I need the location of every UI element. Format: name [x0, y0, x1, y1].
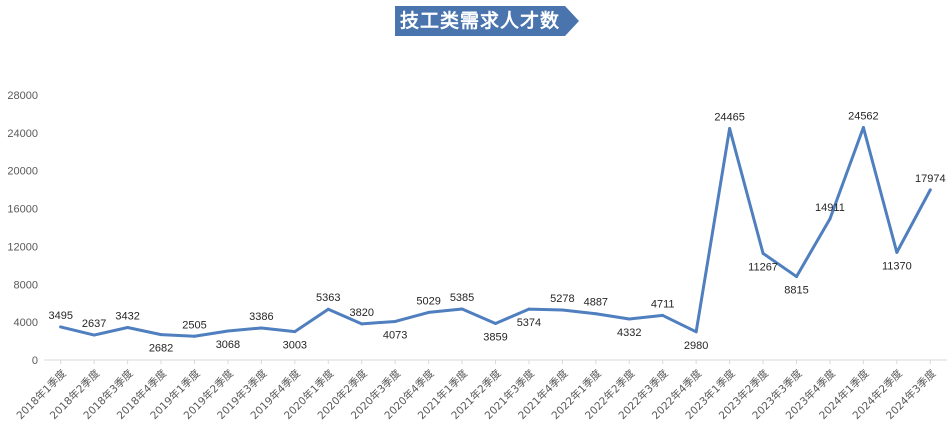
data-point	[360, 322, 364, 326]
data-label: 3003	[283, 340, 307, 352]
data-point	[92, 333, 96, 337]
data-label: 4887	[584, 297, 608, 309]
data-point	[193, 334, 196, 338]
data-point	[795, 275, 798, 279]
axis-layer: 04000800012000160002000024000280002018年1…	[7, 90, 947, 422]
data-label: 3495	[48, 310, 72, 322]
data-label: 5385	[450, 292, 474, 304]
data-label: 3820	[349, 307, 373, 319]
data-label: 3068	[216, 339, 240, 351]
data-label: 4332	[617, 327, 641, 339]
data-label: 14911	[815, 202, 845, 214]
data-point	[226, 329, 230, 333]
data-point	[393, 319, 397, 323]
data-point	[928, 188, 932, 192]
y-tick-label: 0	[32, 355, 38, 367]
data-point	[861, 126, 865, 130]
data-label: 5363	[316, 292, 340, 304]
data-label: 5029	[416, 295, 440, 307]
data-point	[694, 330, 698, 334]
data-label: 5374	[517, 317, 541, 329]
data-label: 2505	[182, 319, 206, 331]
data-label: 17974	[915, 173, 946, 185]
data-point	[761, 251, 765, 255]
data-point	[326, 307, 330, 311]
data-point	[59, 325, 63, 329]
title-badge	[395, 6, 579, 36]
data-point	[293, 330, 297, 334]
data-label: 8815	[784, 285, 808, 297]
data-point	[594, 312, 598, 316]
data-label: 11267	[748, 261, 778, 273]
series-line	[59, 126, 932, 338]
data-label: 3386	[249, 311, 273, 323]
data-point	[728, 126, 732, 130]
data-point	[828, 217, 832, 221]
data-labels: 3495 2637 3432 2682 2505 3068 3386 3003 5363 3820…	[48, 111, 945, 355]
y-tick-label: 12000	[7, 241, 38, 253]
data-point	[427, 310, 431, 314]
data-point	[527, 307, 531, 311]
y-tick-label: 28000	[7, 90, 38, 102]
data-label: 24562	[848, 111, 879, 123]
y-tick-label: 16000	[7, 204, 38, 216]
data-label: 3432	[115, 311, 139, 323]
data-point	[627, 317, 631, 321]
data-point	[159, 333, 163, 337]
data-point	[661, 313, 665, 317]
y-tick-label: 4000	[14, 317, 38, 329]
data-point	[895, 250, 899, 254]
series-layer	[59, 126, 932, 338]
data-label: 2637	[82, 318, 106, 330]
data-point	[460, 307, 464, 311]
data-label: 3859	[483, 331, 507, 343]
y-tick-label: 24000	[7, 128, 38, 140]
data-label: 4711	[651, 298, 675, 310]
data-label: 24465	[714, 111, 745, 123]
data-point	[494, 321, 497, 325]
y-tick-label: 20000	[7, 166, 38, 178]
data-point	[560, 308, 564, 312]
y-tick-label: 8000	[14, 279, 38, 291]
data-label: 11370	[882, 260, 912, 272]
data-label: 4073	[383, 329, 407, 341]
data-point	[126, 326, 130, 330]
data-label: 2682	[149, 343, 173, 355]
data-label: 5278	[550, 293, 574, 305]
data-point	[259, 326, 263, 330]
data-label: 2980	[684, 340, 708, 352]
chart-title: 技工类需求人才数	[399, 10, 560, 32]
